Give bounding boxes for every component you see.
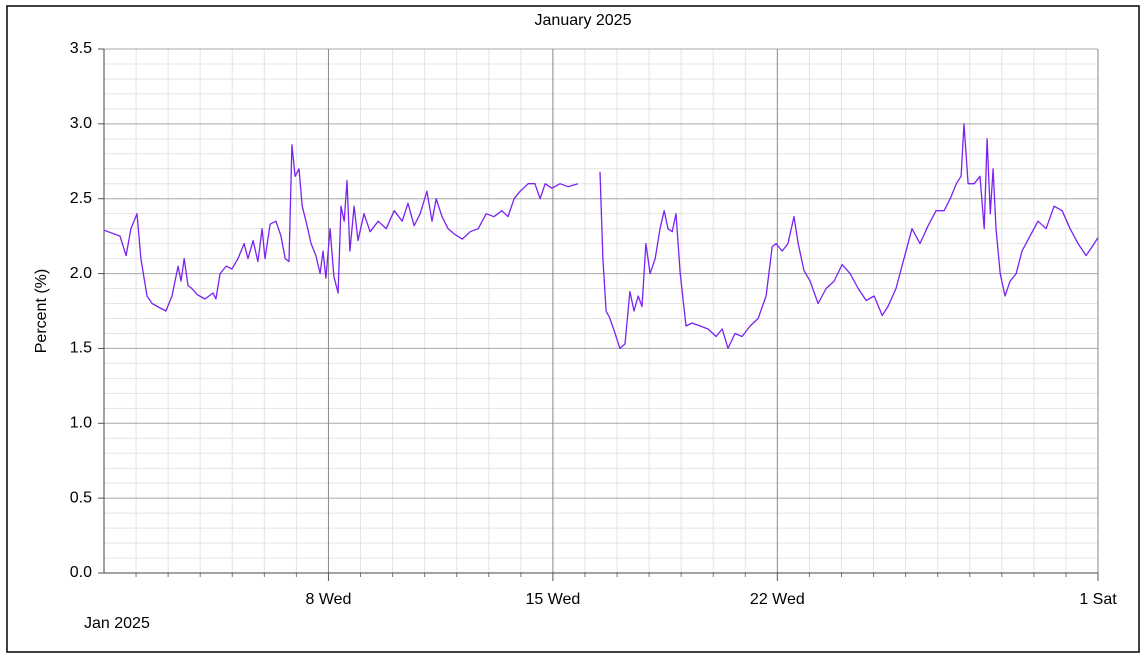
y-tick-label: 0.0 bbox=[70, 564, 92, 581]
x-tick-label: 1 Sat bbox=[1079, 591, 1117, 608]
data-line bbox=[103, 123, 1099, 350]
y-axis-label: Percent (%) bbox=[33, 269, 50, 353]
y-tick-label: 2.0 bbox=[70, 265, 92, 282]
y-tick-label: 0.5 bbox=[70, 489, 92, 506]
chart-title: January 2025 bbox=[535, 12, 632, 29]
y-tick-label: 2.5 bbox=[70, 190, 92, 207]
frame bbox=[6, 5, 1140, 653]
y-tick-label: 1.0 bbox=[70, 415, 92, 432]
x-period-label: Jan 2025 bbox=[84, 615, 150, 632]
x-tick-label: 15 Wed bbox=[525, 591, 580, 608]
x-tick-label: 8 Wed bbox=[305, 591, 351, 608]
x-tick-label: 22 Wed bbox=[750, 591, 805, 608]
y-tick-label: 3.5 bbox=[70, 40, 92, 57]
y-tick-label: 3.0 bbox=[70, 115, 92, 132]
y-tick-label: 1.5 bbox=[70, 340, 92, 357]
